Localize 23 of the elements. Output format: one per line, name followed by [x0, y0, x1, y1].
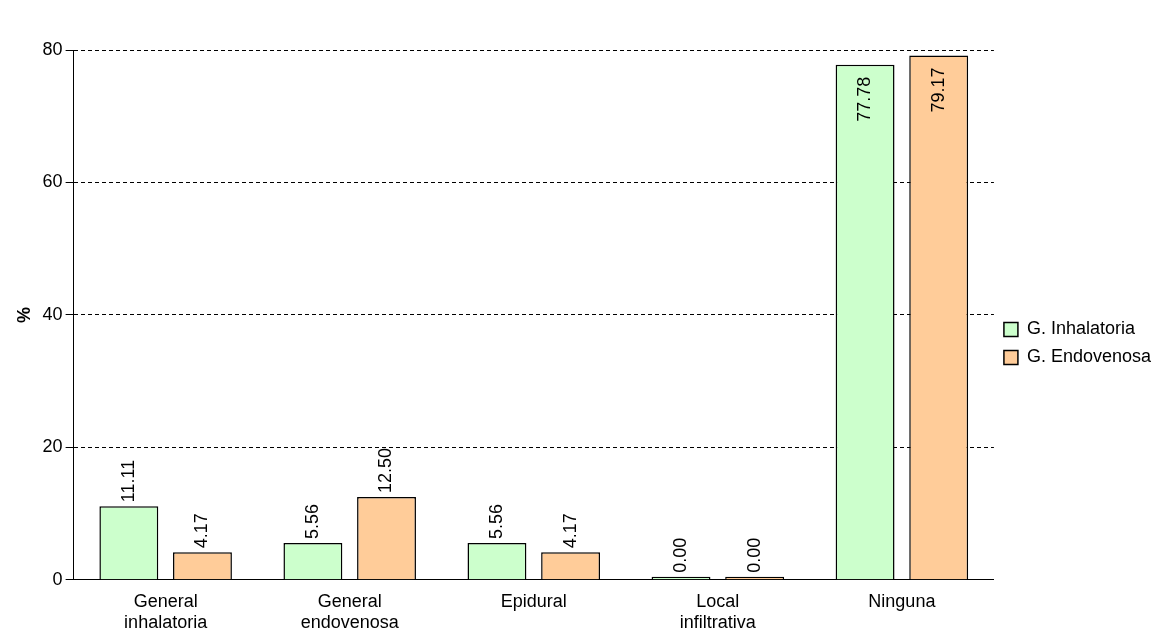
y-axis-title: % [13, 306, 34, 323]
legend-label: G. Inhalatoria [1026, 318, 1136, 339]
data-label: 0.00 [743, 537, 764, 573]
data-label: 4.17 [191, 513, 212, 549]
data-label: 12.50 [375, 447, 396, 494]
x-tick-label: Epidural [500, 590, 567, 611]
x-tick-label: Ninguna [868, 590, 937, 611]
y-tick-label: 20 [42, 436, 63, 457]
y-tick-label: 0 [52, 568, 63, 589]
y-tick-label: 40 [42, 303, 63, 324]
x-tick-label: General endovenosa [300, 590, 400, 633]
data-label: 0.00 [669, 537, 690, 573]
y-tick-label: 60 [42, 171, 63, 192]
x-tick-label: General inhalatoria [124, 590, 209, 633]
legend-label: G. Endovenosa [1026, 346, 1152, 367]
y-tick-label: 80 [42, 38, 63, 59]
data-label: 5.56 [485, 503, 506, 539]
data-label: 5.56 [301, 503, 322, 539]
x-tick-label: Local infiltrativa [679, 590, 757, 633]
data-label: 79.17 [927, 67, 948, 113]
data-label: 77.78 [854, 76, 875, 122]
data-label: 11.11 [117, 459, 138, 503]
data-label: 4.17 [559, 513, 580, 549]
